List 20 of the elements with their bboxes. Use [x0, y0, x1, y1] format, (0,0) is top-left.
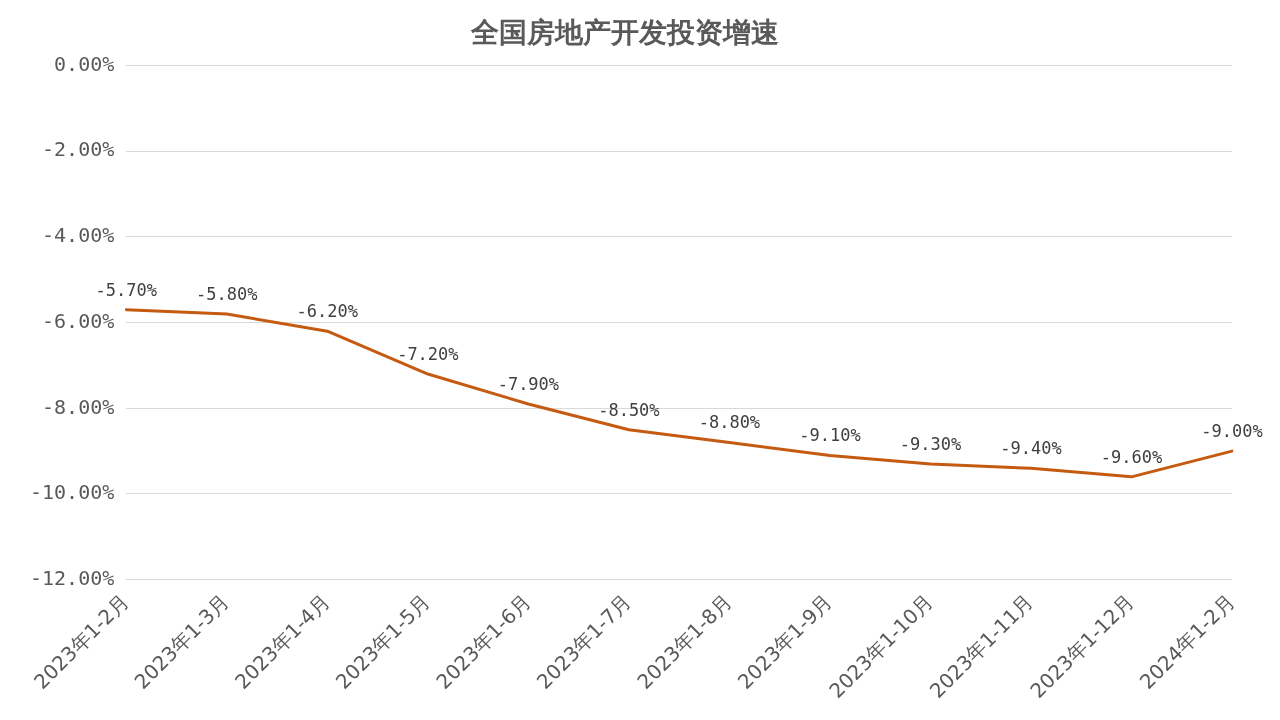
y-tick-label: -10.00% [29, 480, 115, 505]
data-label: -7.20% [397, 343, 459, 364]
y-tick-label: -8.00% [42, 394, 115, 419]
data-label: -6.20% [296, 301, 359, 322]
chart-title: 全国房地产开发投资增速 [470, 16, 779, 50]
y-tick-label: -12.00% [29, 565, 115, 590]
data-label: -5.80% [196, 283, 258, 304]
data-label: -5.70% [95, 279, 157, 300]
data-label: -9.40% [1000, 438, 1062, 459]
data-label: -9.10% [799, 425, 861, 446]
y-tick-label: -2.00% [42, 137, 115, 162]
y-tick-label: -4.00% [42, 223, 115, 248]
data-label: -8.50% [598, 399, 660, 420]
data-label: -7.90% [497, 373, 560, 394]
y-tick-label: -6.00% [42, 308, 115, 333]
data-label: -8.80% [698, 412, 761, 433]
data-label: -9.30% [899, 433, 962, 454]
data-label: -9.60% [1100, 446, 1163, 467]
y-tick-label: 0.00% [54, 51, 115, 76]
data-label: -9.00% [1201, 421, 1263, 442]
